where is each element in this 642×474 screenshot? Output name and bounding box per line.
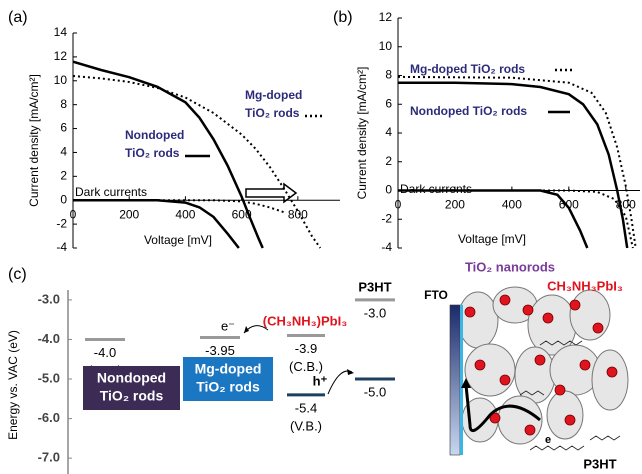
x-tick-label: 400 (175, 207, 195, 221)
material-box (183, 357, 273, 401)
arrow-head (244, 326, 249, 333)
x-axis-title: Voltage [mV] (144, 233, 212, 247)
y-tick-label: 2 (385, 154, 392, 168)
x-tick-label: 200 (119, 207, 139, 221)
level-label: -3.9 (295, 341, 317, 356)
y-tick-label: -4 (56, 240, 67, 254)
y-tick-label: 10 (54, 73, 68, 87)
series-label: Nondoped TiO₂ rods (125, 128, 188, 160)
y-tick-label: 0 (385, 183, 392, 197)
series-label: Mg-doped TiO₂ rods (410, 62, 525, 76)
y-tick-label: 14 (54, 25, 68, 39)
curve (398, 81, 629, 249)
x-tick-label: 200 (445, 198, 465, 212)
schematic-label: P3HT (583, 456, 616, 471)
y-tick-label: 4 (60, 145, 67, 159)
diagram-label: P3HT (358, 279, 391, 294)
curve (398, 189, 589, 249)
schematic-label: e (545, 434, 551, 446)
arrow (245, 182, 298, 204)
curve (73, 198, 240, 249)
y-tick-label: 12 (379, 10, 393, 24)
level-label: -5.0 (364, 384, 386, 399)
x-tick-label: 800 (288, 207, 308, 221)
level-label: -4.0 (94, 345, 116, 360)
x-axis-title: Voltage [mV] (458, 232, 526, 246)
y-tick-label: -2 (56, 216, 67, 230)
x-tick-label: 0 (70, 207, 77, 221)
curve (72, 60, 264, 249)
material-label: TiO₂ rods (100, 388, 164, 404)
level-label: -3.95 (205, 343, 235, 358)
y-tick-label: -7.0 (38, 450, 60, 465)
series-label: Mg-doped TiO₂ rods (245, 88, 306, 120)
schematic-label: CH₃NH₃PbI₃ (547, 278, 623, 293)
curve (72, 75, 322, 249)
band-label: (V.B.) (290, 418, 322, 433)
y-tick-label: 6 (60, 121, 67, 135)
curve (73, 199, 285, 214)
panel-label: (c) (8, 266, 27, 283)
panel-label: (b) (333, 9, 353, 26)
level-label: -5.4 (295, 400, 317, 415)
schematic (449, 286, 629, 456)
diagram-label: h⁺ (313, 373, 328, 388)
panel-label: (a) (8, 9, 28, 26)
y-axis-title: Current density [mA/cm²] (355, 67, 369, 200)
band-label: (C.B.) (289, 359, 323, 374)
level-label: -3.0 (364, 305, 386, 320)
material-label: TiO₂ rods (196, 379, 260, 395)
material-box (83, 366, 180, 410)
annotation: Dark currents (75, 185, 147, 199)
x-tick-label: 0 (395, 198, 402, 212)
y-tick-label: -2 (381, 211, 392, 225)
diagram-label: (CH₃NH₃)PbI₃ (263, 313, 347, 328)
schematic-label: FTO (424, 288, 448, 302)
y-tick-label: 0 (60, 192, 67, 206)
series-label: Nondoped TiO₂ rods (410, 104, 527, 118)
y-tick-label: 8 (385, 68, 392, 82)
y-tick-label: 8 (60, 97, 67, 111)
curve (397, 75, 637, 249)
y-tick-label: 2 (60, 169, 67, 183)
y-tick-label: 4 (385, 125, 392, 139)
arrow-head (347, 369, 354, 375)
y-tick-label: -3.0 (38, 291, 60, 306)
diagram-label: e⁻ (221, 318, 235, 333)
annotation: Dark currents (400, 182, 472, 196)
y-axis-title: Energy vs. VAC (eV) (6, 330, 20, 440)
y-tick-label: 12 (54, 49, 68, 63)
x-tick-label: 400 (502, 198, 522, 212)
y-tick-label: 10 (379, 39, 393, 53)
material-label: Nondoped (97, 370, 166, 386)
material-label: Mg-doped (195, 361, 262, 377)
y-tick-label: -4 (381, 240, 392, 254)
y-tick-label: -6.0 (38, 410, 60, 425)
y-tick-label: -5.0 (38, 370, 60, 385)
y-tick-label: 6 (385, 96, 392, 110)
schematic-label: TiO₂ nanorods (465, 259, 555, 274)
y-axis-title: Current density [mA/cm²] (27, 74, 41, 207)
y-tick-label: -4.0 (38, 331, 60, 346)
